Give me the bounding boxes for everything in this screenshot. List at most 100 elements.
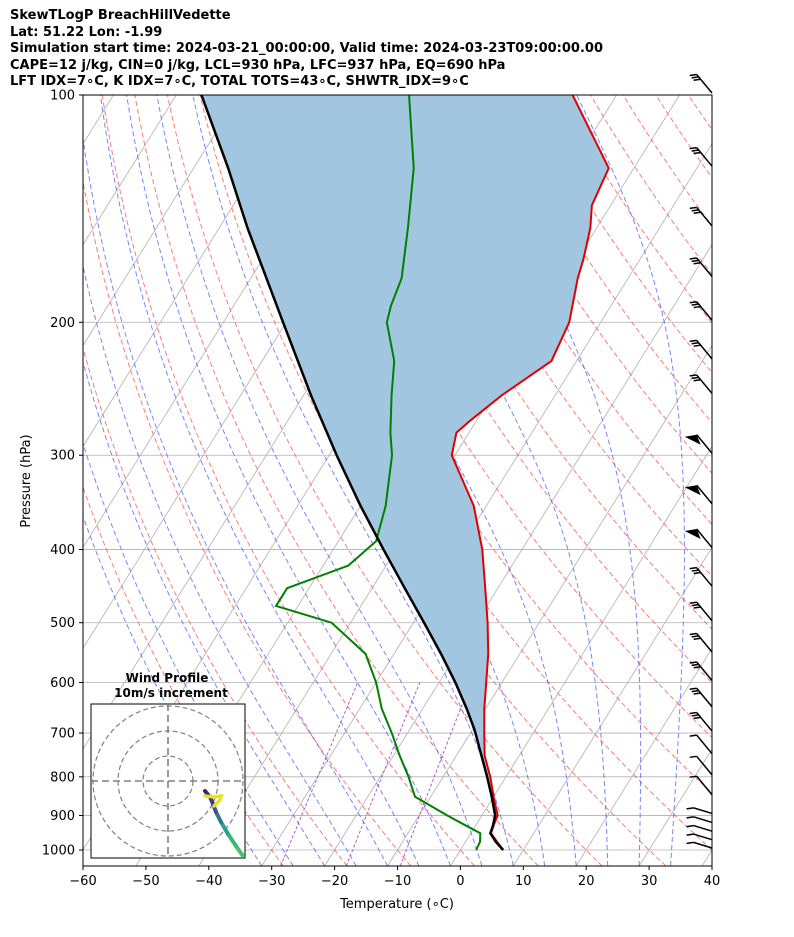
mixing-ratio-line (280, 682, 359, 866)
wind-barb (693, 824, 713, 832)
wind-barb-feather (689, 374, 697, 377)
x-tick-label: −10 (384, 874, 411, 889)
station-title: SkewTLogP BreachHillVedette (10, 8, 231, 23)
wind-barb-feather (691, 689, 699, 693)
parcel-area-shading (201, 95, 609, 850)
mixing-ratio-line (399, 682, 472, 866)
moist-adiabat (83, 514, 263, 866)
wind-barb-feather (689, 206, 697, 210)
wind-barb-feather (693, 378, 701, 382)
wind-barb-feather (693, 637, 701, 641)
wind-barb-feather (691, 76, 699, 79)
hodograph-trace (219, 820, 230, 836)
isotherm-line (575, 647, 712, 866)
isotherm-line (450, 445, 712, 866)
wind-barb-feather (689, 661, 697, 664)
moist-adiabat (360, 95, 609, 866)
y-tick-label: 300 (50, 449, 75, 464)
dry-adiabat (655, 95, 712, 179)
dry-adiabat (687, 95, 712, 131)
temperature-line (450, 95, 610, 851)
wind-profile-subtitle: 10m/s increment (114, 686, 228, 700)
wind-barb (696, 257, 713, 277)
wind-barb (696, 687, 713, 708)
wind-barb-feather (686, 824, 694, 828)
wind-barb-feather (693, 606, 701, 609)
wind-barb-flag (684, 485, 701, 496)
wind-barb-feather (689, 734, 697, 737)
wind-barb (696, 755, 713, 776)
wind-barbs (684, 73, 713, 849)
x-tick-label: −40 (195, 874, 222, 889)
moist-adiabat (83, 135, 388, 866)
simulation-times: Simulation start time: 2024-03-21_00:00:… (10, 41, 603, 56)
wind-barb-feather (693, 692, 701, 695)
plot-area (83, 95, 794, 866)
isotherm-line (512, 546, 712, 866)
dry-adiabat (721, 95, 794, 866)
isotherm-line (83, 95, 177, 246)
y-tick-label: 900 (50, 809, 75, 824)
moist-adiabat (99, 95, 420, 866)
x-tick-label: 30 (641, 874, 658, 889)
wind-barb-feather (686, 816, 694, 819)
wind-barb (693, 816, 713, 824)
wind-barb-feather (691, 342, 699, 345)
wind-barb-feather (691, 714, 699, 717)
y-tick-label: 800 (50, 770, 75, 785)
wind-barb-feather (686, 841, 694, 845)
hodograph-trace (203, 793, 224, 808)
wind-barb-feather (693, 666, 701, 669)
moist-adiabat (83, 360, 326, 866)
wind-barb (696, 632, 713, 653)
wind-barb-feather (689, 775, 697, 778)
y-tick-label: 400 (50, 543, 75, 558)
wind-barb (696, 206, 713, 227)
x-tick-label: 0 (456, 874, 464, 889)
isotherm-line (638, 748, 712, 866)
wind-barb-feather (689, 601, 697, 604)
chart-header: SkewTLogP BreachHillVedette Lat: 51.22 L… (10, 8, 790, 91)
isotherm-line (261, 143, 712, 866)
wind-barb-feather (691, 209, 699, 212)
wind-barb (696, 661, 713, 681)
wind-barb-feather (689, 146, 697, 150)
parcel-line (200, 95, 505, 851)
wind-barb (696, 434, 713, 454)
y-tick-label: 200 (50, 316, 75, 331)
x-tick-label: 10 (515, 874, 532, 889)
wind-profile-title: Wind Profile (126, 671, 209, 685)
wind-barb (696, 73, 713, 94)
stability-indices-1: CAPE=12 j/kg, CIN=0 j/kg, LCL=930 hPa, L… (10, 57, 506, 73)
x-tick-label: −50 (132, 874, 159, 889)
hodograph-trace (234, 844, 245, 858)
y-tick-label: 600 (50, 676, 75, 691)
isotherm-line (701, 849, 712, 866)
wind-barb (693, 833, 713, 841)
y-tick-label: 100 (50, 89, 75, 104)
x-tick-label: 40 (704, 874, 721, 889)
moist-adiabat (576, 95, 685, 866)
wind-barb-feather (689, 632, 697, 636)
wind-barb-feather (691, 259, 699, 263)
wind-barb (696, 601, 713, 622)
wind-barb (696, 528, 713, 549)
isotherm-line (765, 95, 794, 866)
y-axis-label: Pressure (hPa) (19, 434, 34, 527)
x-tick-label: −60 (69, 874, 96, 889)
wind-barb-feather (693, 716, 701, 720)
mixing-ratio-line (345, 682, 421, 866)
wind-barb-feather (689, 711, 697, 715)
dry-adiabat (329, 95, 712, 684)
wind-barb-feather (693, 262, 701, 265)
wind-barb-feather (691, 569, 699, 572)
moist-adiabat (126, 95, 451, 866)
isotherm-line (324, 243, 712, 866)
wind-barb-feather (691, 149, 699, 152)
wind-barb-feather (686, 833, 694, 836)
wind-barb-feather (689, 73, 697, 77)
moist-adiabat (192, 95, 514, 866)
wind-barb-feather (689, 301, 697, 304)
moist-adiabat (156, 95, 483, 866)
